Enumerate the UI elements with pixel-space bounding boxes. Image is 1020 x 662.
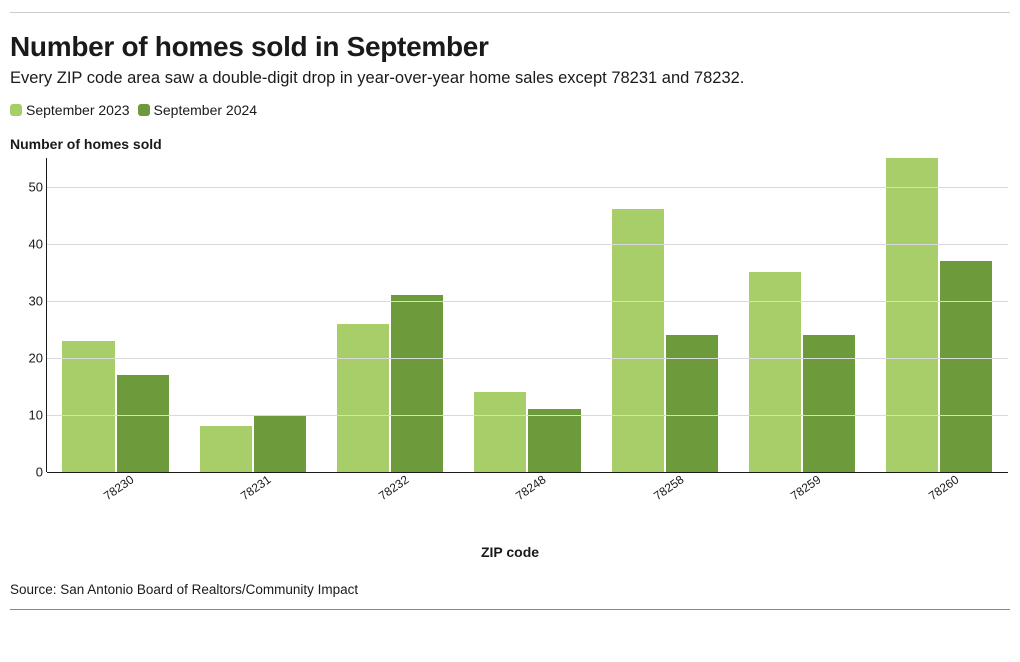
x-label-slot: 78248 xyxy=(458,476,595,520)
x-tick-label: 78259 xyxy=(788,472,837,522)
gridline xyxy=(47,301,1008,302)
bar xyxy=(62,341,114,472)
y-tick-label: 20 xyxy=(19,350,43,365)
legend-item-2023: September 2023 xyxy=(10,102,130,118)
top-divider xyxy=(10,12,1010,13)
gridline xyxy=(47,187,1008,188)
chart-title: Number of homes sold in September xyxy=(10,31,1010,63)
x-label-slot: 78260 xyxy=(871,476,1008,520)
x-label-slot: 78259 xyxy=(733,476,870,520)
bar xyxy=(254,415,306,472)
y-tick-label: 0 xyxy=(19,465,43,480)
x-label-slot: 78258 xyxy=(596,476,733,520)
gridline xyxy=(47,244,1008,245)
bar-group xyxy=(871,158,1008,472)
bar-group xyxy=(596,158,733,472)
y-tick-label: 10 xyxy=(19,407,43,422)
y-tick-label: 50 xyxy=(19,179,43,194)
bar xyxy=(666,335,718,472)
x-label-slot: 78230 xyxy=(46,476,183,520)
bar xyxy=(474,392,526,472)
bar xyxy=(612,209,664,472)
source-text: Source: San Antonio Board of Realtors/Co… xyxy=(10,582,1010,597)
bottom-divider xyxy=(10,609,1010,610)
bar-group xyxy=(184,158,321,472)
y-tick-label: 40 xyxy=(19,236,43,251)
legend-swatch-2023 xyxy=(10,104,22,116)
x-tick-label: 78258 xyxy=(651,472,700,522)
x-tick-label: 78260 xyxy=(926,472,975,522)
bar xyxy=(528,409,580,472)
chart: 01020304050 7823078231782327824878258782… xyxy=(10,158,1010,498)
y-tick-label: 30 xyxy=(19,293,43,308)
bar xyxy=(886,158,938,472)
legend-item-2024: September 2024 xyxy=(138,102,258,118)
bar-group xyxy=(322,158,459,472)
bar xyxy=(117,375,169,472)
legend-label-2023: September 2023 xyxy=(26,102,130,118)
chart-subtitle: Every ZIP code area saw a double-digit d… xyxy=(10,69,1010,88)
legend: September 2023 September 2024 xyxy=(10,102,1010,118)
gridline xyxy=(47,358,1008,359)
x-tick-label: 78232 xyxy=(376,472,425,522)
x-tick-label: 78248 xyxy=(513,472,562,522)
bar-groups xyxy=(47,158,1008,472)
legend-swatch-2024 xyxy=(138,104,150,116)
x-tick-labels: 78230782317823278248782587825978260 xyxy=(46,476,1008,520)
bar-group xyxy=(47,158,184,472)
plot-area: 01020304050 xyxy=(46,158,1008,472)
gridline xyxy=(47,415,1008,416)
bar xyxy=(200,426,252,472)
x-tick-label: 78231 xyxy=(238,472,287,522)
bar xyxy=(803,335,855,472)
bar xyxy=(337,324,389,472)
x-label-slot: 78231 xyxy=(183,476,320,520)
x-tick-label: 78230 xyxy=(101,472,150,522)
bar xyxy=(391,295,443,472)
bar-group xyxy=(459,158,596,472)
legend-label-2024: September 2024 xyxy=(154,102,258,118)
bar xyxy=(749,272,801,472)
x-label-slot: 78232 xyxy=(321,476,458,520)
bar xyxy=(940,261,992,472)
x-axis-title: ZIP code xyxy=(10,544,1010,560)
bar-group xyxy=(733,158,870,472)
gridline xyxy=(47,472,1008,473)
y-axis-title: Number of homes sold xyxy=(10,136,1010,152)
